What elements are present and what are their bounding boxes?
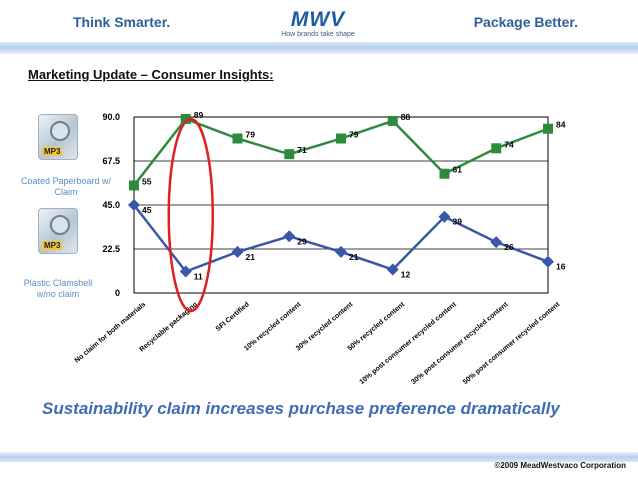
data-point-square (284, 149, 295, 160)
data-point-square (232, 133, 243, 144)
data-point-diamond (438, 210, 451, 223)
data-point-square (387, 115, 398, 126)
right-tagline: Package Better. (473, 14, 578, 30)
data-point-square (491, 143, 502, 154)
disc-icon (50, 121, 70, 141)
data-point-square (129, 180, 139, 191)
mwv-logo: MWV How brands take shape (270, 9, 366, 39)
y-tick-label: 90.0 (102, 112, 120, 122)
data-label: 29 (297, 236, 307, 246)
x-tick-label: Recyclable packaging (138, 301, 199, 353)
data-label: 45 (142, 205, 152, 215)
data-point-diamond (283, 230, 296, 243)
data-label: 71 (297, 145, 307, 155)
x-tick-label: 30% post consumer recycled content (410, 301, 510, 386)
data-point-square (439, 168, 450, 179)
data-label: 79 (246, 130, 256, 140)
y-tick-label: 0 (115, 288, 120, 298)
mp3-tag: MP3 (42, 241, 63, 250)
footer-divider (0, 452, 638, 462)
data-point-diamond (335, 245, 347, 258)
data-point-diamond (542, 255, 554, 268)
x-tick-label: 50% post consumer recycled content (462, 301, 562, 386)
data-label: 39 (453, 217, 463, 227)
data-label: 89 (194, 110, 204, 120)
x-tick-label: 10% post consumer recycled content (359, 301, 459, 386)
x-tick-label: 10% recycled content (243, 301, 303, 353)
disc-icon (50, 215, 70, 235)
data-label: 12 (401, 270, 411, 280)
data-label: 11 (194, 271, 203, 281)
highlight-ellipse (167, 117, 214, 313)
legend-green-label: Coated Paperboard w/ Claim (20, 176, 112, 197)
data-label: 61 (453, 165, 463, 175)
paperboard-package-image: MP3 (38, 114, 78, 160)
data-point-square (336, 133, 346, 144)
mp3-tag: MP3 (42, 147, 63, 156)
data-label: 21 (246, 252, 256, 262)
data-point-diamond (128, 199, 140, 211)
data-label: 79 (349, 130, 359, 140)
data-label: 88 (401, 112, 411, 122)
copyright: ©2009 MeadWestvaco Corporation (494, 461, 626, 470)
y-tick-label: 67.5 (102, 156, 120, 166)
data-label: 21 (349, 252, 359, 262)
logo-wordmark: MWV (290, 8, 346, 31)
section-title: Marketing Update – Consumer Insights: (28, 67, 274, 82)
header: Think Smarter. MWV How brands take shape… (0, 0, 638, 46)
logo-tagline: How brands take shape (281, 31, 355, 38)
data-label: 26 (504, 242, 514, 252)
data-label: 74 (504, 139, 514, 149)
chart-caption: Sustainability claim increases purchase … (42, 399, 560, 418)
clamshell-package-image: MP3 (38, 208, 78, 254)
data-point-square (543, 123, 553, 134)
x-tick-label: SFI Certified (215, 301, 251, 333)
x-tick-label: No claim for both materials (74, 301, 148, 364)
header-divider (0, 42, 638, 54)
legend-blue-label: Plastic Clamshell w/no claim (23, 278, 93, 299)
line-chart: 0 22.5 45.0 67.5 90.0 No claim for both mater… (74, 110, 566, 386)
data-point-square (180, 113, 191, 124)
data-label: 84 (556, 120, 566, 130)
x-tick-label: 30% recycled content (295, 301, 355, 353)
data-point-diamond (179, 265, 192, 278)
data-label: 16 (556, 262, 566, 272)
data-point-diamond (490, 236, 503, 249)
y-tick-label: 22.5 (102, 244, 120, 254)
y-tick-label: 45.0 (102, 200, 120, 210)
data-point-diamond (386, 263, 399, 276)
data-point-diamond (231, 245, 244, 258)
x-tick-label: 50% recycled content (347, 301, 407, 353)
data-label: 55 (142, 176, 152, 186)
left-tagline: Think Smarter. (73, 14, 171, 30)
